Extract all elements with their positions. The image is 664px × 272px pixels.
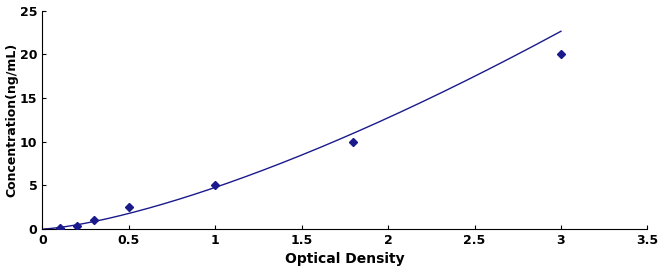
Y-axis label: Concentration(ng/mL): Concentration(ng/mL) (5, 43, 19, 197)
X-axis label: Optical Density: Optical Density (285, 252, 404, 267)
